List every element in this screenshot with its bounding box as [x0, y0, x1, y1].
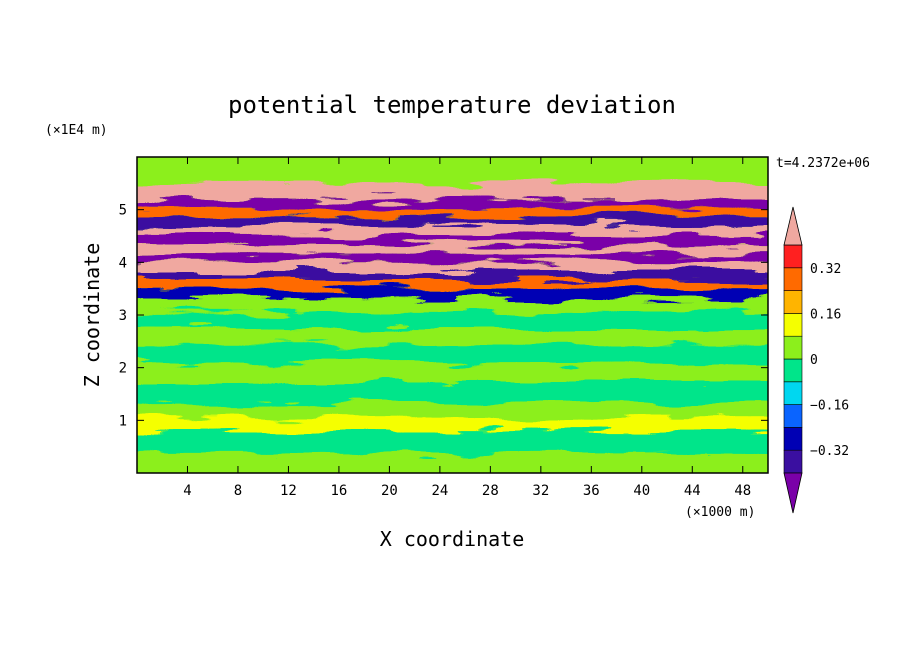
colorbar-swatch	[783, 290, 803, 314]
x-tick-label: 12	[280, 483, 297, 499]
x-tick-label: 48	[734, 483, 751, 499]
colorbar-tick-label: 0.32	[810, 262, 841, 277]
colorbar-swatch	[783, 381, 803, 405]
x-tick-label: 24	[431, 483, 448, 499]
contour-band	[137, 417, 768, 432]
x-tick-label: 36	[583, 483, 600, 499]
colorbar-swatch	[783, 335, 803, 360]
contour-band	[137, 271, 768, 280]
x-tick-label: 20	[381, 483, 398, 499]
y-tick-label: 3	[119, 308, 127, 324]
contour-band	[137, 225, 768, 235]
colorbar-tick-label: 0	[810, 353, 818, 368]
colorbar-tick-label: 0.16	[810, 307, 841, 322]
y-tick-label: 4	[119, 255, 127, 271]
contour-band	[137, 328, 768, 346]
x-tick-label: 4	[183, 483, 191, 499]
contour-band	[137, 431, 768, 452]
y-unit-label: (×1E4 m)	[45, 123, 108, 138]
colorbar-swatch	[783, 244, 803, 269]
x-tick-label: 28	[482, 483, 499, 499]
y-tick-label: 1	[119, 413, 127, 429]
contour-band	[137, 279, 768, 289]
colorbar-swatch	[783, 404, 803, 428]
contour-band	[137, 403, 768, 418]
colorbar-swatch	[783, 358, 803, 383]
contour-band	[137, 157, 768, 184]
colorbar-tick-label: −0.16	[810, 399, 849, 414]
contour-band	[137, 312, 768, 329]
contour-band	[137, 244, 768, 254]
x-axis-label: X coordinate	[380, 527, 525, 551]
colorbar-max-triangle	[783, 206, 803, 246]
contour-band	[137, 298, 768, 313]
time-label: t=4.2372e+06	[776, 156, 870, 171]
colorbar-swatch	[783, 267, 803, 291]
x-tick-label: 40	[633, 483, 650, 499]
contour-band	[137, 451, 768, 473]
y-axis-label: Z coordinate	[80, 243, 104, 388]
x-tick-label: 32	[532, 483, 549, 499]
x-tick-label: 16	[330, 483, 347, 499]
contour-band	[137, 208, 768, 217]
x-tick-label: 8	[234, 483, 242, 499]
contour-band	[137, 234, 768, 245]
contour-band	[137, 288, 768, 299]
colorbar-min-triangle	[783, 472, 803, 514]
contour-band	[137, 262, 768, 272]
colorbar-swatch	[783, 313, 803, 337]
x-unit-label: (×1000 m)	[685, 505, 755, 520]
chart-title: potential temperature deviation	[228, 91, 676, 119]
contour-band	[137, 253, 768, 263]
contour-band	[137, 345, 768, 364]
colorbar-swatch	[783, 427, 803, 451]
colorbar: 0.32 0.16 0 −0.16 −0.32	[783, 206, 849, 514]
contour-band	[137, 199, 768, 209]
contour-band	[137, 363, 768, 384]
colorbar-tick-label: −0.32	[810, 444, 849, 459]
y-tick-label: 2	[119, 361, 127, 377]
contour-band	[137, 383, 768, 404]
colorbar-swatch	[783, 449, 803, 474]
contour-band	[137, 216, 768, 226]
x-tick-label: 44	[684, 483, 701, 499]
contour-band	[137, 183, 768, 200]
y-tick-label: 5	[119, 203, 127, 219]
